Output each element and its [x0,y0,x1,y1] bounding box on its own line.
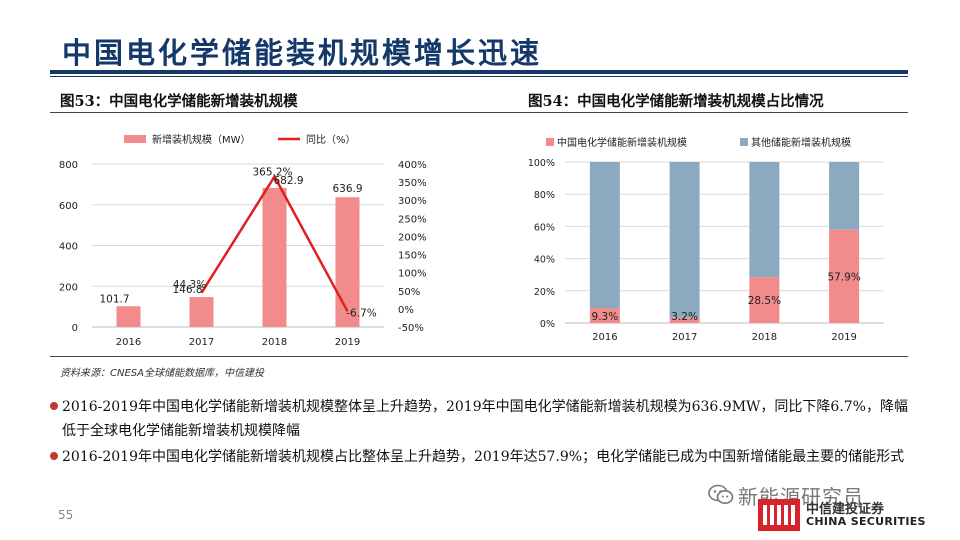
legend-line-label: 同比（%） [306,134,356,146]
y-tick-label: 20% [534,287,555,298]
source-divider [50,356,908,357]
y-tick-label: 60% [534,222,555,233]
bar-value-label: 101.7 [99,293,129,305]
yoy-line [200,174,349,312]
bar-2017 [189,297,214,327]
y-right-tick-label: 100% [398,269,427,280]
y-tick-label: 100% [528,158,555,169]
x-tick-label: 2019 [831,332,856,343]
share-value-label: 57.9% [827,271,860,283]
y-tick-label: 0% [540,319,555,330]
legend-china-label: 中国电化学储能新增装机规模 [557,136,687,149]
x-tick-label: 2018 [752,332,777,343]
bullet-text-2: 2016-2019年中国电化学储能新增装机规模占比整体呈上升趋势，2019年达5… [62,449,905,465]
bar-2016 [116,306,141,327]
wechat-icon [708,484,734,504]
x-tick-label: 2019 [335,337,360,348]
legend-other-swatch [740,138,748,146]
bar-china-2016 [589,308,620,323]
x-tick-label: 2016 [592,332,617,343]
y-right-tick-label: -50% [398,323,424,334]
bullet-dot-icon [50,402,58,410]
line-value-label: 44.3% [173,279,206,291]
bar-2018 [262,187,287,327]
bar-other-2018 [749,162,780,278]
logo-chinese-name: 中信建投证券 [806,502,885,517]
bar-china-2017 [669,317,700,323]
x-tick-label: 2018 [262,337,287,348]
right-figure-caption: 图54：中国电化学储能新增装机规模占比情况 [528,93,824,110]
y-right-tick-label: 0% [398,305,414,316]
bar-2019 [335,197,360,327]
source-note: 资料来源：CNESA全球储能数据库，中信建投 [60,368,264,379]
y-right-tick-label: 250% [398,214,427,225]
y-right-tick-label: 50% [398,287,420,298]
bullet-item-2: 2016-2019年中国电化学储能新增装机规模占比整体呈上升趋势，2019年达5… [50,445,908,469]
legend-china-swatch [546,138,554,146]
y-left-tick-label: 800 [59,160,78,171]
bar-china-2019 [829,229,860,323]
bar-value-label: 636.9 [332,183,362,195]
y-right-tick-label: 300% [398,196,427,207]
page-number: 55 [58,508,74,522]
x-tick-label: 2017 [672,332,697,343]
y-left-tick-label: 200 [59,282,78,293]
x-tick-label: 2017 [189,337,214,348]
y-right-tick-label: 400% [398,160,427,171]
title-divider [50,70,908,74]
china-securities-logo [758,499,800,531]
y-right-tick-label: 350% [398,178,427,189]
slide-title: 中国电化学储能装机规模增长迅速 [62,36,543,70]
y-left-tick-label: 400 [59,242,78,253]
y-right-tick-label: 150% [398,251,427,262]
y-tick-label: 40% [534,255,555,266]
y-left-tick-label: 0 [72,323,78,334]
title-divider-thin [50,76,908,77]
caption-divider [50,112,908,113]
bullet-text-1: 2016-2019年中国电化学储能新增装机规模整体呈上升趋势，2019年中国电化… [62,399,908,439]
legend-bar-label: 新增装机规模（MW） [152,133,251,146]
bar-value-label: 146.8 [172,284,202,296]
bullet-item-1: 2016-2019年中国电化学储能新增装机规模整体呈上升趋势，2019年中国电化… [50,395,908,443]
share-value-label: 28.5% [748,295,781,307]
bar-value-label: 682.9 [273,175,303,187]
legend-other-label: 其他储能新增装机规模 [751,136,851,149]
left-figure-caption: 图53：中国电化学储能新增装机规模 [60,93,298,110]
legend-bar-swatch [124,135,146,143]
x-tick-label: 2016 [116,337,141,348]
bar-other-2017 [669,162,700,318]
logo-english-name: CHINA SECURITIES [806,515,926,528]
share-value-label: 3.2% [671,311,698,323]
y-right-tick-label: 200% [398,232,427,243]
y-left-tick-label: 600 [59,201,78,212]
bar-other-2019 [829,162,860,230]
bar-china-2018 [749,277,780,323]
bar-other-2016 [589,162,620,309]
share-value-label: 9.3% [592,311,619,323]
y-tick-label: 80% [534,190,555,201]
line-value-label: 365.2% [252,167,292,179]
bullet-dot-icon [50,452,58,460]
line-value-label: -6.7% [346,307,376,319]
